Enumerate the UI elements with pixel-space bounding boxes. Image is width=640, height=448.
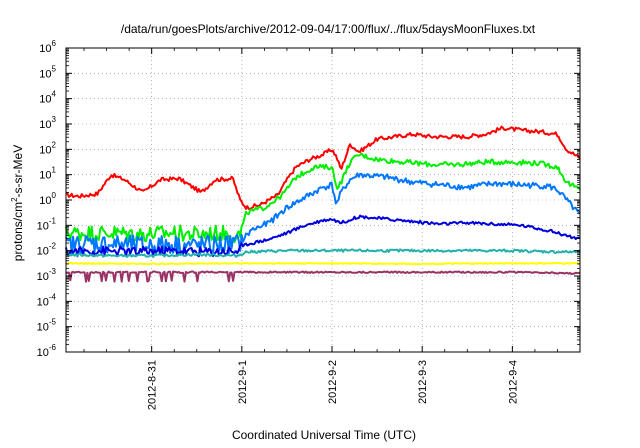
series-group (65, 125, 581, 283)
y-tick-label: 105 (39, 64, 56, 80)
y-tick-label: 104 (39, 90, 56, 106)
series-line (66, 125, 581, 210)
svg-text:protons/cm2-s-sr-MeV: protons/cm2-s-sr-MeV (10, 145, 25, 261)
x-tick-label: 2012-8-31 (147, 360, 159, 410)
y-tick-label: 10-6 (37, 343, 57, 359)
series-line (65, 270, 580, 283)
x-tick-label: 2012-9-3 (417, 360, 429, 404)
chart-title: /data/run/goesPlots/archive/2012-09-04/1… (121, 22, 536, 36)
y-tick-label: 101 (39, 166, 56, 182)
series-line (65, 152, 581, 244)
y-tick-label: 10-5 (37, 318, 57, 334)
y-tick-label: 100 (39, 191, 56, 207)
y-tick-label: 10-1 (37, 216, 57, 232)
series-line (65, 214, 581, 258)
x-tick-label: 2012-9-4 (507, 360, 519, 404)
x-tick-label: 2012-9-2 (327, 360, 339, 404)
series-line (65, 248, 581, 258)
x-tick-label: 2012-9-1 (237, 360, 249, 404)
series-line (66, 261, 581, 266)
grid (66, 48, 580, 352)
y-tick-label: 10-4 (37, 292, 57, 308)
y-axis-label: protons/cm2-s-sr-MeV (10, 145, 25, 261)
y-tick-label: 10-2 (37, 242, 57, 258)
y-tick-label: 106 (39, 39, 56, 55)
y-tick-label: 103 (39, 115, 56, 131)
x-axis-label: Coordinated Universal Time (UTC) (232, 428, 416, 442)
plot-frame (65, 47, 581, 353)
y-tick-label: 102 (39, 140, 56, 156)
y-tick-label: 10-3 (37, 267, 57, 283)
series-line (65, 172, 581, 255)
